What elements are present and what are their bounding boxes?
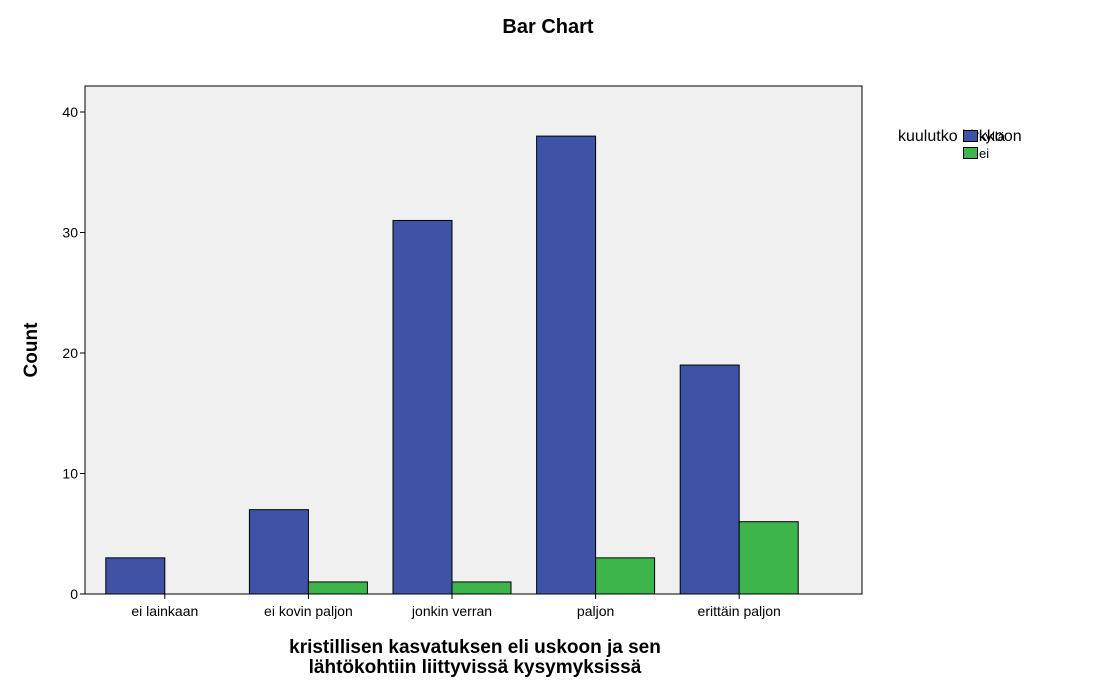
plot-background (84, 85, 863, 595)
y-tick-label: 30 (62, 225, 78, 241)
bar-kylla-0 (105, 557, 166, 595)
bar-kylla-3 (536, 135, 597, 595)
bar-kylla-4 (679, 364, 740, 595)
x-tick-label: jonkin verran (411, 603, 492, 619)
legend-title: kuulutko kirkkoon (898, 128, 1022, 145)
x-axis-label: kristillisen kasvatuksen eli uskoon ja s… (160, 638, 790, 678)
y-tick-label: 0 (70, 586, 78, 602)
legend-swatch-ei (963, 147, 978, 159)
legend-item-ei: ei (963, 145, 990, 161)
x-axis-label-line-2: lähtökohtiin liittyvissä kysymyksissä (308, 657, 642, 678)
legend-swatch-kylla (963, 130, 978, 142)
bar-kylla-2 (392, 219, 453, 595)
x-tick-label: erittäin paljon (698, 603, 781, 619)
x-tick-label: paljon (577, 603, 614, 619)
y-axis-label: Count (21, 322, 42, 378)
legend-label-ei: ei (979, 145, 990, 161)
legend-item-kylla: kyllä (963, 128, 1006, 144)
y-tick-label: 10 (62, 466, 78, 482)
bar-kylla-1 (248, 509, 309, 595)
x-tick-label: ei kovin paljon (264, 603, 353, 619)
chart-title: Bar Chart (502, 16, 594, 38)
x-axis-label-line-1: kristillisen kasvatuksen eli uskoon ja s… (289, 637, 661, 658)
y-tick-label: 20 (62, 345, 78, 361)
bar-ei-3 (595, 557, 656, 595)
bar-ei-1 (307, 581, 368, 595)
legend-label-kylla: kyllä (979, 128, 1006, 144)
y-tick-label: 40 (62, 104, 78, 120)
bar-ei-2 (451, 581, 512, 595)
x-tick-label: ei lainkaan (131, 603, 198, 619)
bar-ei-4 (738, 521, 799, 595)
